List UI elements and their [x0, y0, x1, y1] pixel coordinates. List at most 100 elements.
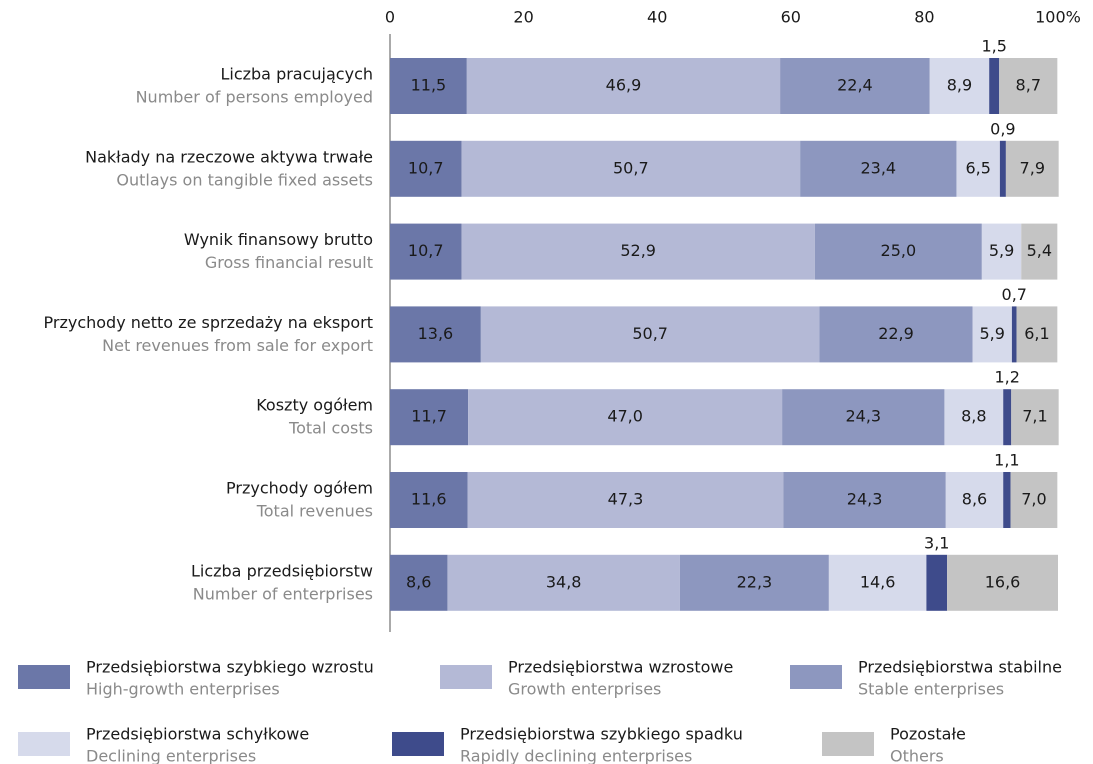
bar-segment	[1011, 389, 1059, 446]
bar-segment	[956, 140, 1000, 197]
category-label: Nakłady na rzeczowe aktywa trwałe	[85, 147, 373, 166]
bar-segment	[1005, 140, 1059, 197]
value-label: 6,1	[1024, 324, 1049, 343]
legend-label-en: Rapidly declining enterprises	[460, 747, 692, 764]
category-label-en: Total costs	[288, 419, 373, 438]
value-label: 47,0	[607, 407, 643, 426]
value-label: 1,5	[981, 37, 1006, 56]
bar-segment	[999, 58, 1058, 114]
value-label: 22,3	[737, 572, 773, 591]
bar-segment	[1021, 223, 1058, 280]
value-label: 8,6	[962, 490, 987, 509]
value-label: 5,4	[1027, 241, 1052, 260]
value-label: 47,3	[608, 490, 644, 509]
bar-segment	[390, 472, 468, 528]
value-label: 25,0	[881, 241, 917, 260]
category-label: Liczba przedsiębiorstw	[191, 561, 373, 580]
legend-label: Pozostałe	[890, 725, 966, 744]
bar-segment	[390, 223, 462, 280]
bar-segment	[390, 389, 469, 446]
legend-label-en: Others	[890, 747, 944, 764]
bar-segment	[814, 223, 982, 280]
bar-segment	[828, 554, 927, 611]
value-label: 0,7	[1002, 285, 1027, 304]
value-label: 46,9	[606, 76, 642, 95]
bar-segment	[480, 306, 820, 363]
value-label: 5,9	[989, 241, 1014, 260]
value-label: 6,5	[965, 158, 990, 177]
bar-segment	[1003, 472, 1011, 528]
x-tick-label: 60	[781, 8, 801, 27]
legend-label-en: Growth enterprises	[508, 680, 661, 699]
value-label: 11,6	[411, 490, 447, 509]
x-tick-label: 40	[647, 8, 667, 27]
bar-segment	[929, 58, 990, 114]
category-label-en: Outlays on tangible fixed assets	[116, 170, 373, 189]
bar-segment	[1010, 472, 1058, 528]
legend-swatch	[18, 732, 70, 756]
x-tick-label: 20	[513, 8, 533, 27]
value-label: 5,9	[979, 324, 1004, 343]
bar-segment	[819, 306, 973, 363]
value-label: 3,1	[924, 533, 949, 552]
value-label: 50,7	[632, 324, 668, 343]
bar-segment	[945, 472, 1004, 528]
category-label: Przychody netto ze sprzedaży na eksport	[44, 313, 373, 332]
bar-segment	[780, 58, 930, 114]
category-label-en: Net revenues from sale for export	[102, 336, 373, 355]
bar-segment	[390, 140, 462, 197]
legend-swatch	[790, 665, 842, 689]
value-label: 52,9	[620, 241, 656, 260]
value-label: 16,6	[985, 572, 1021, 591]
bar-segment	[390, 58, 467, 114]
value-label: 10,7	[408, 158, 444, 177]
bar-segment	[800, 140, 957, 197]
category-label: Koszty ogółem	[256, 396, 373, 415]
bar-segment	[447, 554, 680, 611]
bar-segment	[999, 140, 1006, 197]
value-label: 34,8	[546, 572, 582, 591]
x-tick-label: 0	[385, 8, 395, 27]
legend-label: Przedsiębiorstwa stabilne	[858, 658, 1062, 677]
value-label: 0,9	[990, 119, 1015, 138]
value-label: 14,6	[860, 572, 896, 591]
bar-segment	[944, 389, 1004, 446]
value-label: 8,7	[1016, 76, 1041, 95]
legend-swatch	[822, 732, 874, 756]
value-label: 7,0	[1021, 490, 1046, 509]
x-tick-label: 80	[914, 8, 934, 27]
bar-segment	[947, 554, 1058, 611]
value-label: 1,1	[994, 451, 1019, 470]
bar-segment	[1011, 306, 1017, 363]
bar-segment	[981, 223, 1022, 280]
value-label: 22,9	[878, 324, 914, 343]
legend-swatch	[392, 732, 444, 756]
bar-segment	[1016, 306, 1058, 363]
category-label: Przychody ogółem	[226, 479, 373, 498]
value-label: 11,5	[411, 76, 447, 95]
legend-swatch	[18, 665, 70, 689]
category-label: Wynik finansowy brutto	[184, 230, 373, 249]
value-label: 1,2	[995, 368, 1020, 387]
value-label: 8,8	[961, 407, 986, 426]
bar-segment	[390, 306, 481, 363]
value-label: 50,7	[613, 158, 649, 177]
value-label: 24,3	[847, 490, 883, 509]
bar-segment	[679, 554, 829, 611]
legend-label: Przedsiębiorstwa szybkiego spadku	[460, 725, 743, 744]
value-label: 11,7	[411, 407, 447, 426]
legend-swatch	[440, 665, 492, 689]
value-label: 22,4	[837, 76, 873, 95]
bar-segment	[390, 554, 448, 611]
category-label-en: Number of enterprises	[193, 584, 373, 603]
bar-segment	[926, 554, 948, 611]
legend-label: Przedsiębiorstwa schyłkowe	[86, 725, 309, 744]
legend-label-en: Stable enterprises	[858, 680, 1004, 699]
value-label: 10,7	[408, 241, 444, 260]
bar-segment	[467, 472, 784, 528]
bar-segment	[989, 58, 1000, 114]
bar-segment	[461, 223, 815, 280]
bar-segment	[783, 472, 946, 528]
value-label: 8,6	[406, 572, 431, 591]
